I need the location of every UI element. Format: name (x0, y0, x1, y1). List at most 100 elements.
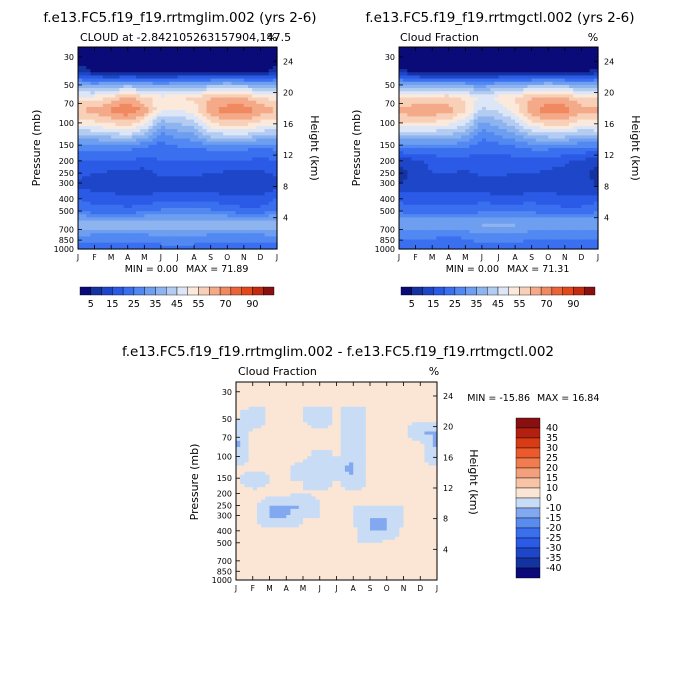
heatmap-cell (94, 50, 100, 54)
heatmap-cell (156, 129, 162, 133)
heatmap-cell (131, 201, 137, 206)
heatmap-cell (160, 72, 166, 77)
heatmap-cell (115, 201, 121, 206)
heatmap-cell (152, 65, 158, 70)
heatmap-cell (136, 236, 141, 241)
heatmap-cell (568, 59, 574, 64)
heatmap-cell (423, 132, 429, 136)
heatmap-cell (148, 78, 154, 83)
heatmap-cell (481, 84, 487, 89)
heatmap-cell (498, 106, 504, 111)
heatmap-cell (494, 53, 500, 58)
heatmap-cell (181, 78, 187, 83)
heatmap-cell (185, 69, 191, 73)
heatmap-cell (457, 113, 462, 118)
heatmap-cell (173, 245, 179, 250)
heatmap-cell (119, 50, 125, 54)
heatmap-cell (189, 50, 195, 54)
heatmap-cell (436, 144, 442, 149)
heatmap-cell (235, 160, 241, 165)
heatmap-cell (102, 69, 108, 73)
heatmap-cell (227, 69, 232, 73)
heatmap-cell (539, 65, 545, 70)
heatmap-cell (510, 91, 516, 95)
heatmap-cell (177, 179, 183, 184)
heatmap-cell (473, 122, 479, 127)
heatmap-cell (160, 236, 166, 241)
heatmap-cell (123, 176, 129, 181)
heatmap-cell (210, 88, 216, 92)
heatmap-cell (486, 135, 491, 140)
heatmap-cell (247, 72, 253, 77)
heatmap-cell (531, 84, 537, 89)
heatmap-cell (519, 163, 524, 168)
heatmap-cell (206, 148, 212, 152)
heatmap-cell (502, 132, 508, 136)
heatmap-cell (206, 129, 212, 133)
heatmap-cell (86, 129, 92, 133)
heatmap-cell (152, 217, 158, 222)
heatmap-cell (119, 72, 125, 77)
heatmap-cell (173, 233, 179, 237)
heatmap-cell (411, 157, 417, 162)
heatmap-cell (515, 151, 520, 155)
heatmap-cell (272, 230, 278, 234)
heatmap-cell (481, 151, 487, 155)
heatmap-cell (523, 62, 529, 67)
heatmap-cell (98, 154, 104, 159)
heatmap-cell (227, 245, 232, 250)
heatmap-cell (206, 62, 212, 67)
heatmap-cell (127, 144, 133, 149)
heatmap-cell (198, 195, 203, 200)
heatmap-cell (210, 125, 216, 130)
heatmap-cell (189, 166, 195, 171)
heatmap-cell (411, 50, 417, 54)
heatmap-cell (111, 138, 116, 143)
colorbar-swatch (122, 286, 135, 296)
heatmap-cell (486, 69, 491, 73)
heatmap-cell (102, 157, 108, 162)
heatmap-cell (243, 230, 249, 234)
heatmap-cell (272, 81, 278, 86)
heatmap-cell (181, 72, 187, 77)
heatmap-cell (436, 78, 442, 83)
heatmap-cell (227, 173, 232, 178)
heatmap-cell (593, 141, 599, 146)
heatmap-cell (156, 81, 162, 86)
heatmap-cell (160, 160, 166, 165)
heatmap-cell (227, 125, 232, 130)
heatmap-cell (90, 239, 96, 244)
heatmap-cell (94, 151, 100, 155)
heatmap-cell (119, 91, 125, 95)
heatmap-cell (107, 226, 112, 231)
heatmap-cell (223, 179, 228, 184)
heatmap-cell (173, 47, 179, 51)
heatmap-cell (552, 88, 558, 92)
heatmap-cell (535, 91, 541, 95)
heatmap-cell (527, 113, 533, 118)
heatmap-cell (86, 176, 92, 181)
heatmap-cell (177, 110, 183, 114)
heatmap-cell (247, 176, 253, 181)
heatmap-cell (589, 91, 595, 95)
heatmap-cell (506, 59, 512, 64)
heatmap-cell (407, 53, 413, 58)
heatmap-cell (452, 144, 458, 149)
heatmap-cell (218, 245, 224, 250)
heatmap-cell (519, 113, 524, 118)
heatmap-cell (173, 94, 179, 99)
heatmap-cell (239, 163, 245, 168)
heatmap-cell (148, 160, 154, 165)
heatmap-cell (181, 170, 187, 174)
heatmap-cell (206, 69, 212, 73)
heatmap-cell (465, 81, 471, 86)
heatmap-cell (94, 103, 100, 108)
heatmap-cell (148, 151, 154, 155)
heatmap-cell (210, 50, 216, 54)
heatmap-cell (523, 88, 529, 92)
heatmap-cell (519, 75, 524, 80)
heatmap-cell (165, 242, 170, 247)
heatmap-cell (189, 242, 195, 247)
heatmap-cell (165, 233, 170, 237)
heatmap-cell (581, 113, 587, 118)
